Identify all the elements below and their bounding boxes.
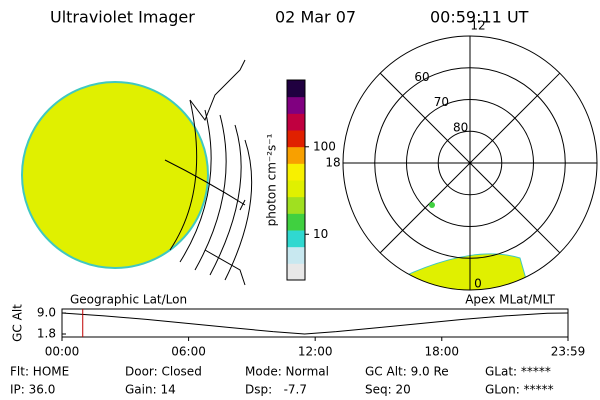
status-field: GLon: *****: [485, 383, 554, 397]
status-field: Gain: 14: [125, 383, 176, 397]
status-field: Dsp: -7.7: [245, 383, 307, 397]
mlt-label: 18: [325, 156, 340, 170]
x-tick-label: 12:00: [298, 345, 333, 359]
colorbar-frame: [286, 79, 306, 281]
color-segment: [287, 130, 305, 148]
lat-label: 60: [414, 70, 429, 84]
title: Ultraviolet Imager: [50, 8, 195, 27]
color-segment: [287, 246, 305, 264]
colorbar-label: photon cm⁻²s⁻¹: [265, 133, 279, 226]
y-tick-label: 9.0: [37, 306, 56, 320]
image-pixel: [429, 202, 435, 208]
status-field: GLat: *****: [485, 365, 551, 379]
lat-circle: [374, 67, 566, 259]
color-segment: [287, 80, 305, 98]
color-segment: [287, 213, 305, 231]
auroral-image: [389, 253, 531, 290]
color-segment: [287, 146, 305, 164]
panel-left-title: Geographic Lat/Lon: [70, 293, 187, 307]
status-field: GC Alt: 9.0 Re: [365, 365, 449, 379]
status-field: IP: 36.0: [10, 383, 55, 397]
x-tick-label: 00:00: [45, 345, 80, 359]
color-segment: [287, 96, 305, 114]
status-field: Flt: HOME: [10, 365, 69, 379]
color-segment: [287, 196, 305, 214]
color-segment: [287, 180, 305, 198]
colorbar-tick-label: 10: [313, 227, 328, 241]
lat-label: 70: [434, 95, 449, 109]
lat-circle: [437, 130, 503, 196]
mlt-label: 0: [474, 277, 482, 291]
altitude-line: [61, 312, 569, 335]
color-segment: [287, 230, 305, 248]
x-tick-label: 06:00: [171, 345, 206, 359]
date: 02 Mar 07: [275, 8, 356, 27]
status-field: Seq: 20: [365, 383, 411, 397]
status-field: Mode: Normal: [245, 365, 329, 379]
mlt-label: 12: [470, 19, 485, 33]
polar-plot: 121860607080: [325, 19, 598, 291]
lat-label: 80: [453, 120, 468, 134]
x-tick-label: 23:59: [551, 345, 586, 359]
panel-right-title: Apex MLat/MLT: [465, 293, 555, 307]
time: 00:59:11 UT: [430, 8, 529, 27]
color-segment: [287, 113, 305, 131]
status-field: Door: Closed: [125, 365, 202, 379]
colorbar-tick-label: 100: [313, 139, 336, 153]
x-tick-label: 18:00: [424, 345, 459, 359]
lat-circle: [406, 99, 534, 227]
earth-image: [21, 59, 253, 286]
color-segment: [287, 263, 305, 281]
y-axis-label: GC Alt: [11, 304, 25, 342]
y-tick-label: 1.8: [37, 327, 56, 341]
color-segment: [287, 163, 305, 181]
